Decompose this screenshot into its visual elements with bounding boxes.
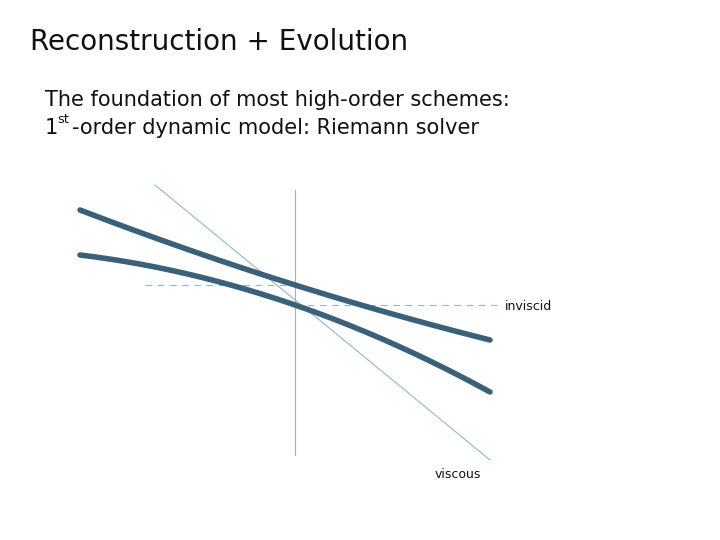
Text: The foundation of most high-order schemes:: The foundation of most high-order scheme…	[45, 90, 510, 110]
Text: Reconstruction + Evolution: Reconstruction + Evolution	[30, 28, 408, 56]
Text: inviscid: inviscid	[505, 300, 552, 314]
Text: st: st	[57, 113, 69, 126]
Text: viscous: viscous	[435, 468, 482, 481]
Text: -order dynamic model: Riemann solver: -order dynamic model: Riemann solver	[72, 118, 479, 138]
Text: 1: 1	[45, 118, 58, 138]
